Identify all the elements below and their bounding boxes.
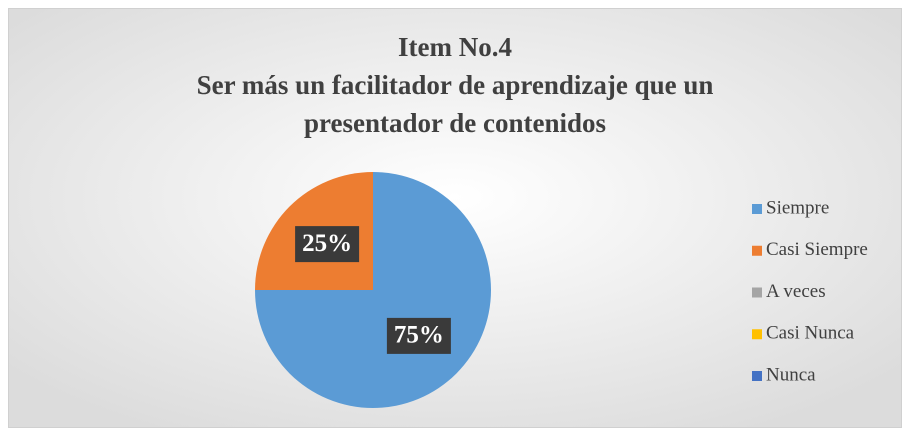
chart-title: presentador de contenidos	[304, 108, 606, 138]
value-label-box	[386, 317, 451, 354]
legend-label: A veces	[766, 281, 826, 302]
chart-title: Item No.4	[398, 32, 512, 62]
legend-label: Nunca	[766, 364, 816, 385]
value-label: 25%	[302, 230, 352, 257]
legend-swatch	[752, 287, 762, 298]
legend-label: Siempre	[766, 197, 829, 218]
legend-swatch	[752, 329, 762, 340]
legend-swatch	[752, 204, 762, 214]
value-label: 75%	[394, 322, 444, 349]
legend-swatch	[752, 245, 762, 256]
legend-label: Casi Siempre	[766, 239, 868, 260]
legend-swatch	[752, 371, 762, 381]
legend-label: Casi Nunca	[766, 323, 855, 344]
chart-title: Ser más un facilitador de aprendizaje qu…	[197, 70, 714, 100]
value-label-box	[295, 226, 360, 263]
